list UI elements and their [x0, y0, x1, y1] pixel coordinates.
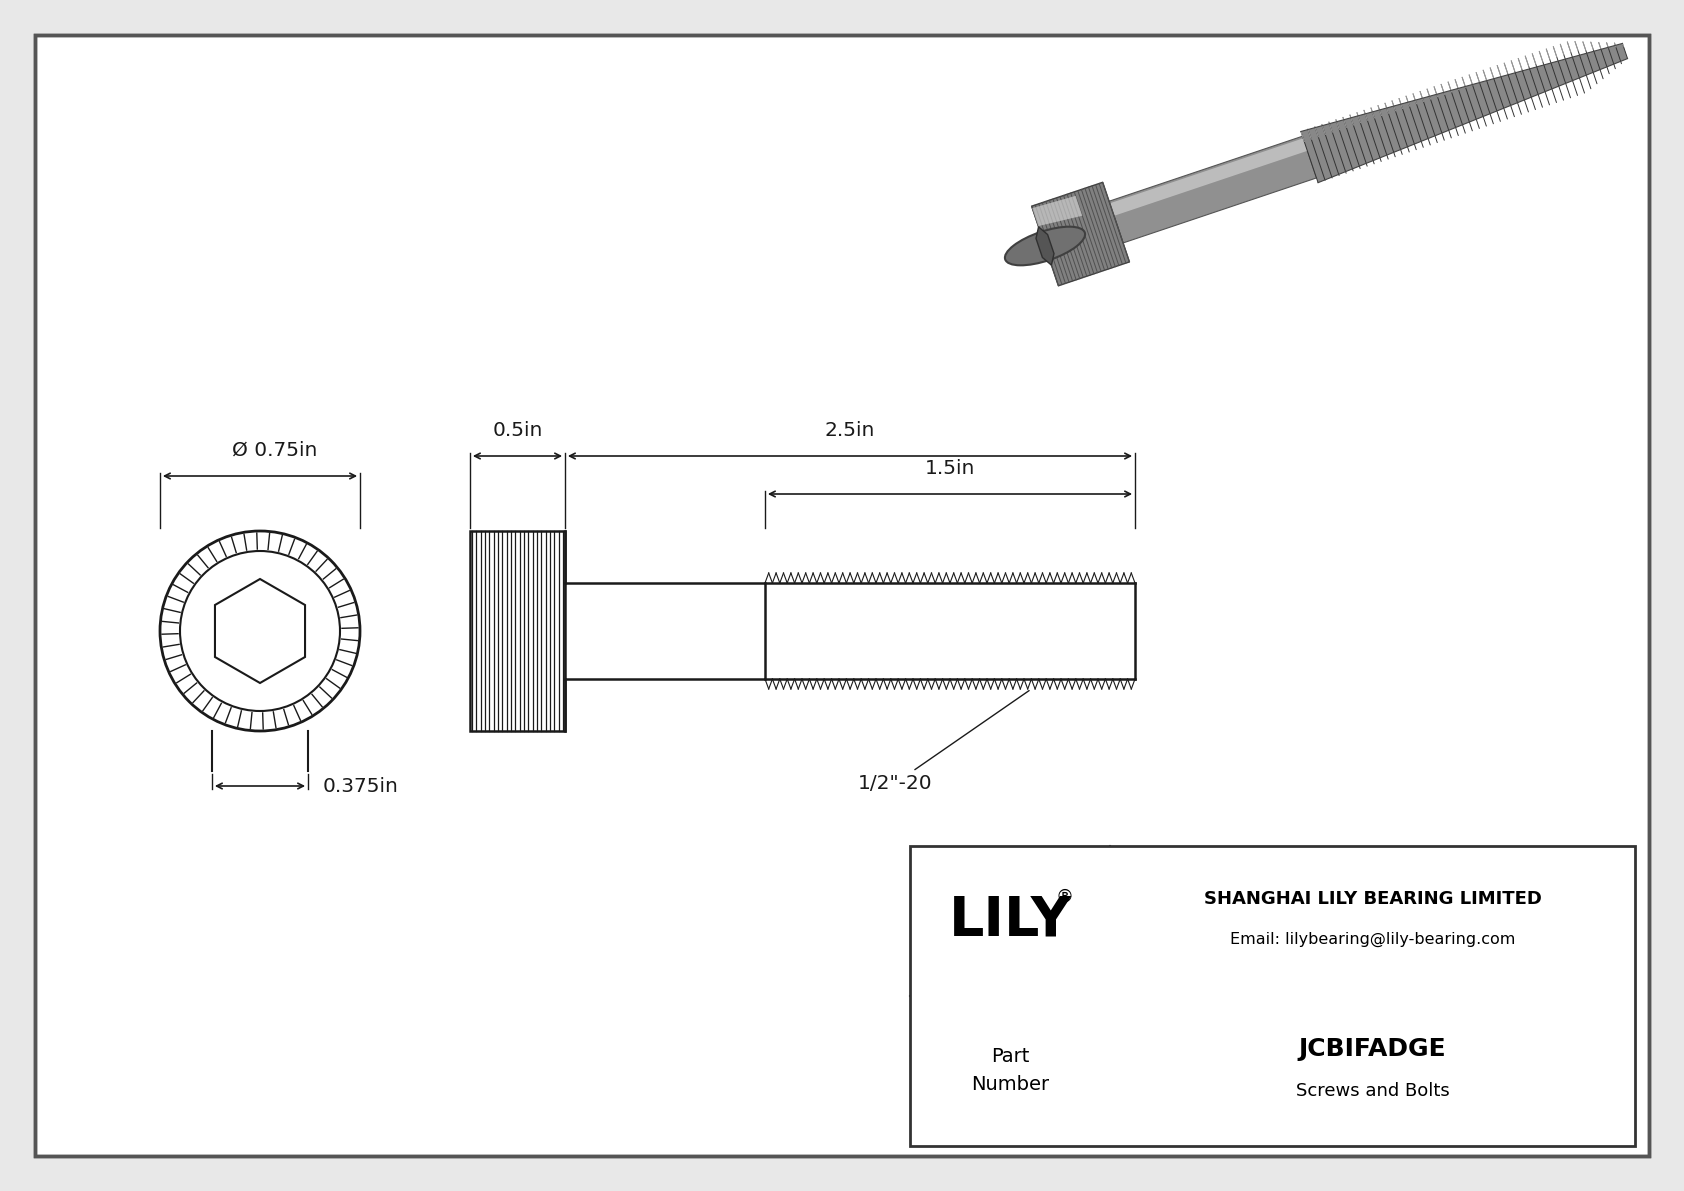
- Text: LILY: LILY: [948, 894, 1071, 948]
- Polygon shape: [1036, 227, 1054, 266]
- Text: Ø 0.75in: Ø 0.75in: [232, 441, 318, 460]
- Polygon shape: [1110, 138, 1307, 216]
- Text: ®: ®: [1056, 888, 1074, 906]
- Text: 0.375in: 0.375in: [323, 777, 399, 796]
- Text: 2.5in: 2.5in: [825, 420, 876, 439]
- Bar: [566, 584, 765, 679]
- Text: 0.5in: 0.5in: [492, 420, 542, 439]
- Polygon shape: [1032, 195, 1083, 226]
- Text: 1.5in: 1.5in: [925, 459, 975, 478]
- Ellipse shape: [1005, 226, 1084, 266]
- Text: JCBIFADGE: JCBIFADGE: [1298, 1037, 1447, 1061]
- Text: Screws and Bolts: Screws and Bolts: [1295, 1081, 1450, 1100]
- Bar: [470, 531, 566, 731]
- Circle shape: [160, 531, 360, 731]
- Bar: [470, 531, 1135, 731]
- Text: SHANGHAI LILY BEARING LIMITED: SHANGHAI LILY BEARING LIMITED: [1204, 890, 1541, 908]
- Text: Email: lilybearing@lily-bearing.com: Email: lilybearing@lily-bearing.com: [1229, 931, 1516, 947]
- Bar: [765, 584, 1135, 679]
- Bar: [909, 846, 1635, 1146]
- Text: 1/2"-20: 1/2"-20: [857, 691, 1029, 793]
- Text: Part
Number: Part Number: [972, 1048, 1049, 1095]
- Polygon shape: [1300, 43, 1627, 182]
- Polygon shape: [1032, 182, 1130, 286]
- Polygon shape: [1110, 136, 1317, 243]
- Polygon shape: [216, 579, 305, 682]
